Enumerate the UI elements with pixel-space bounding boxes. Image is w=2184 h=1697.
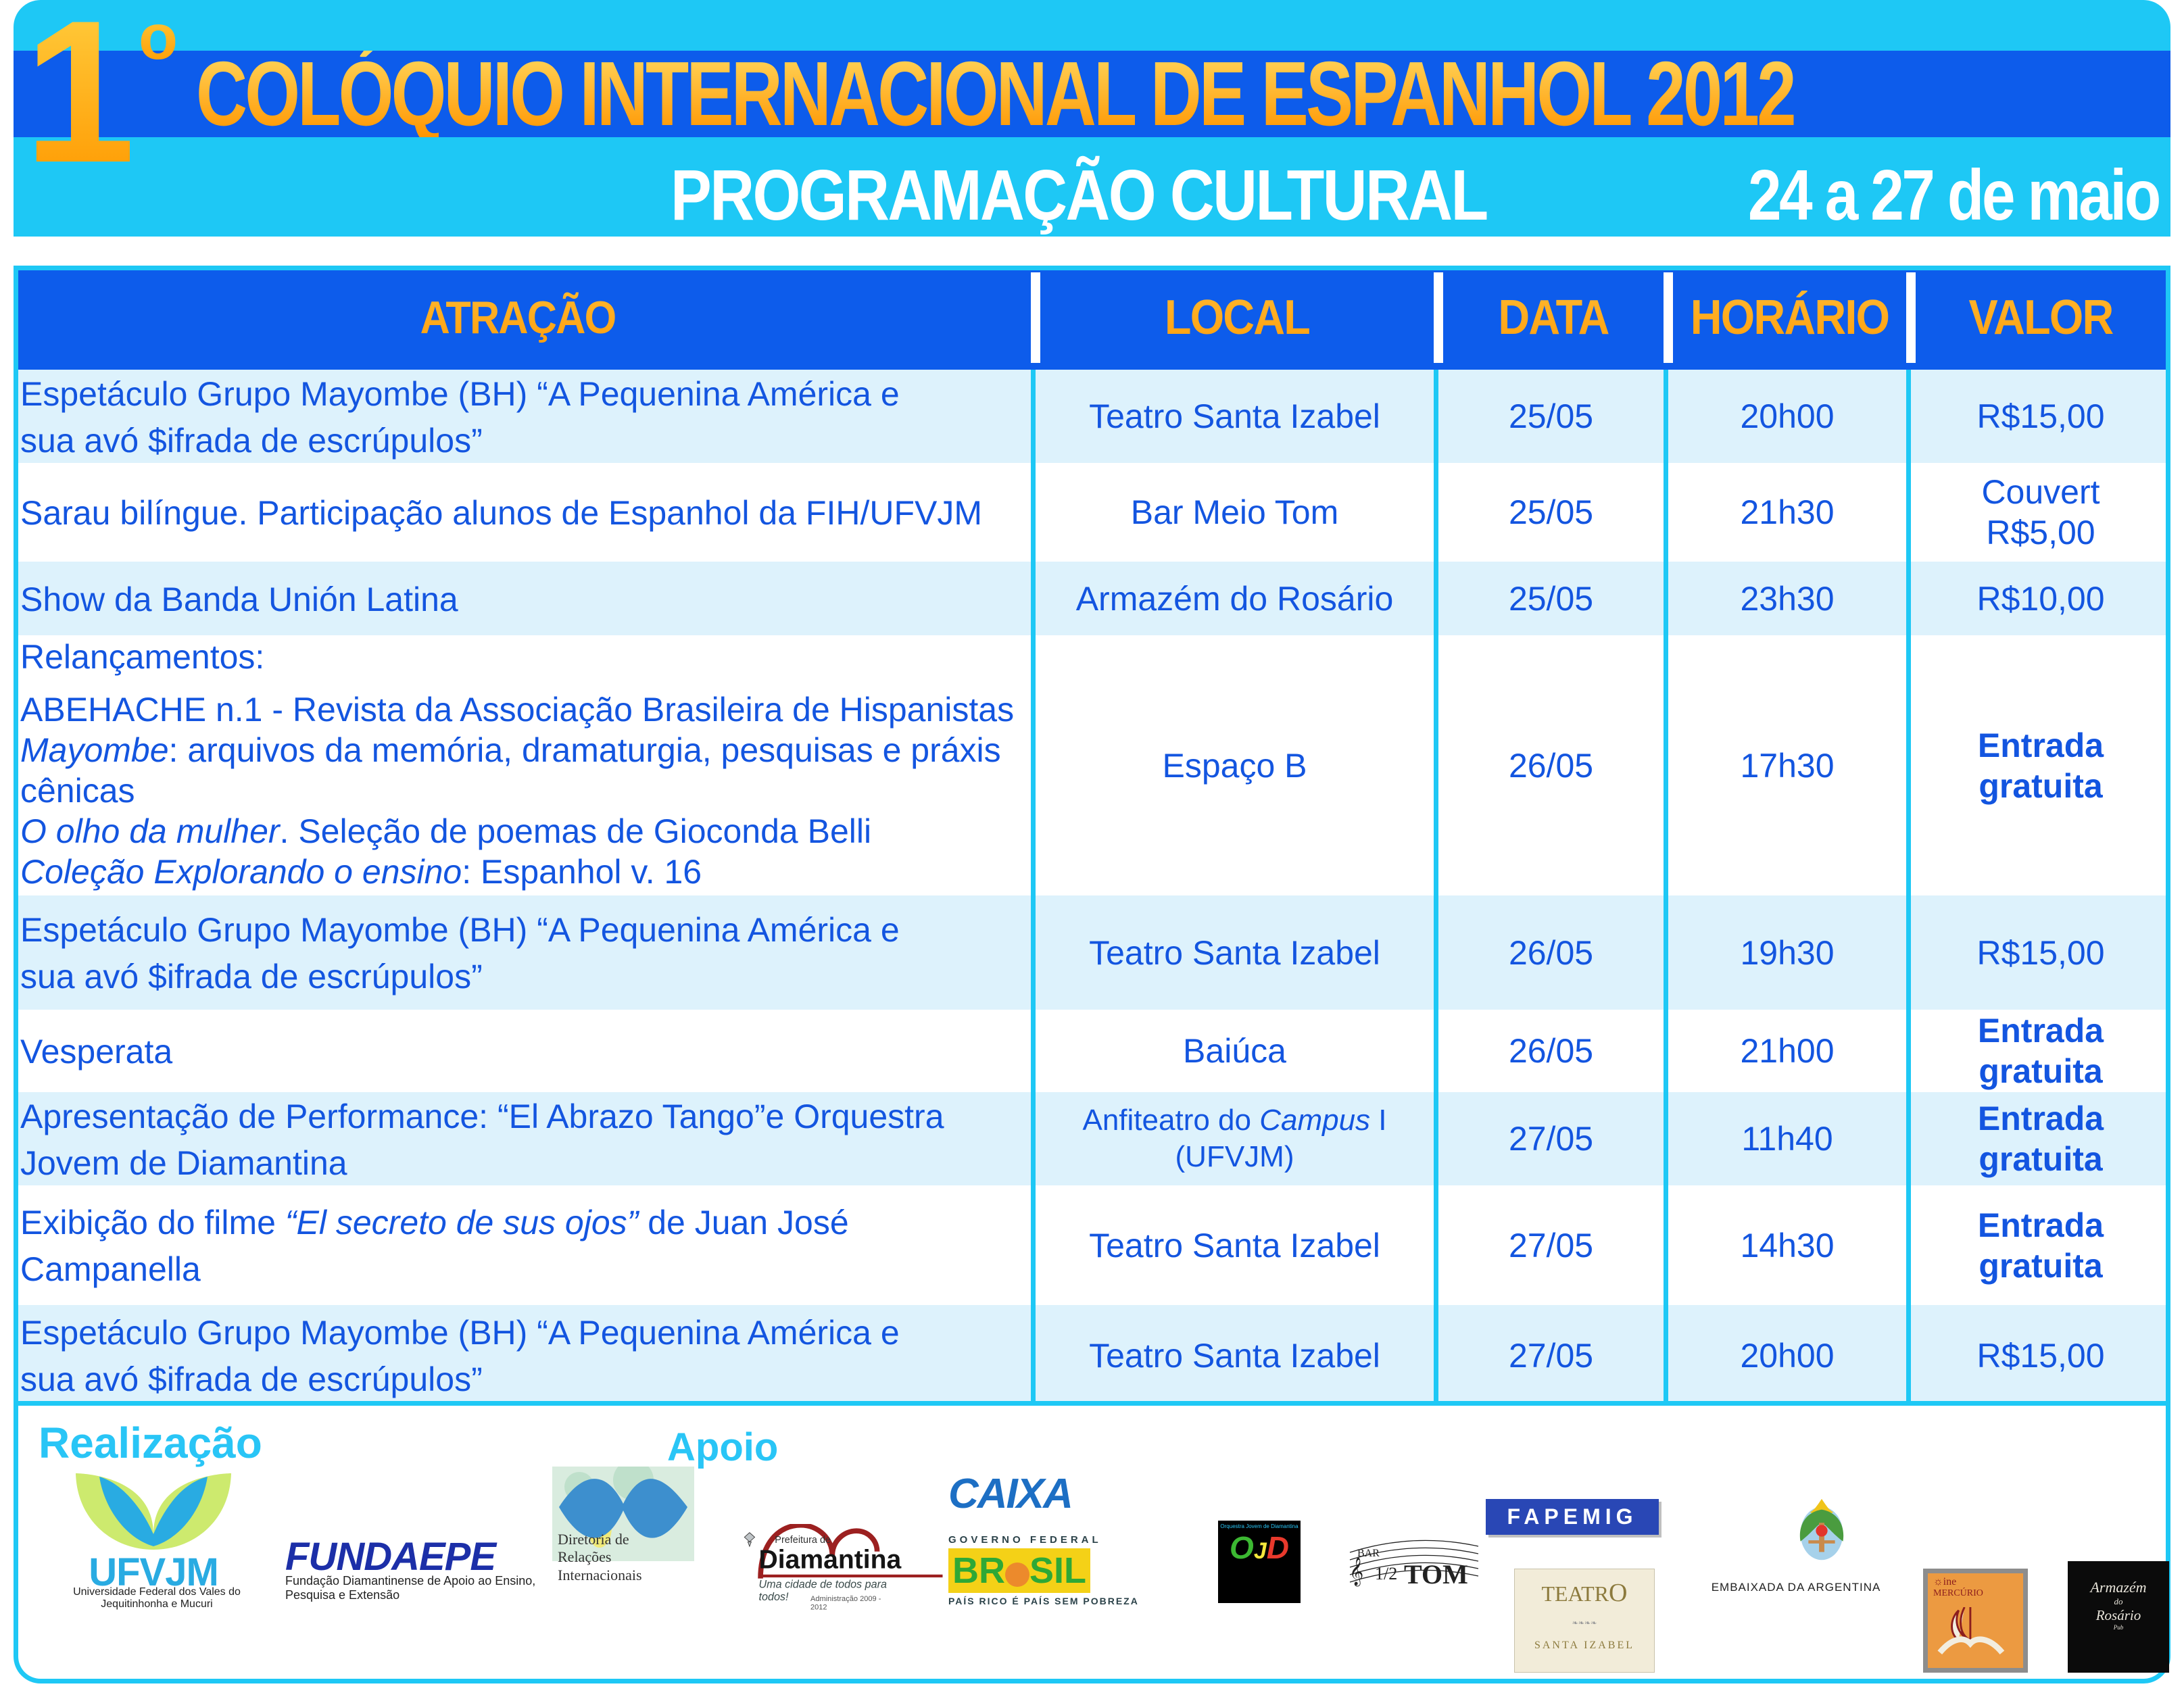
svg-text:TOM: TOM — [1404, 1559, 1468, 1590]
svg-text:1/2: 1/2 — [1375, 1564, 1397, 1583]
svg-text:𝄞: 𝄞 — [1349, 1557, 1363, 1586]
